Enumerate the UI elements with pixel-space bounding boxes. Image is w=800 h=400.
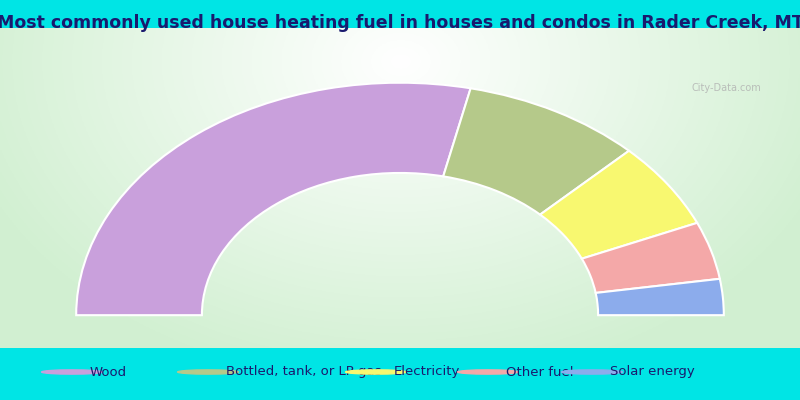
Text: Wood: Wood xyxy=(90,366,126,378)
Wedge shape xyxy=(596,279,724,315)
Circle shape xyxy=(458,370,518,374)
Wedge shape xyxy=(540,151,697,259)
Circle shape xyxy=(42,370,102,374)
Text: Electricity: Electricity xyxy=(394,366,460,378)
Text: Bottled, tank, or LP gas: Bottled, tank, or LP gas xyxy=(226,366,381,378)
Text: Solar energy: Solar energy xyxy=(610,366,694,378)
Text: City-Data.com: City-Data.com xyxy=(692,83,762,93)
Wedge shape xyxy=(582,223,720,293)
Wedge shape xyxy=(76,83,470,315)
Circle shape xyxy=(178,370,238,374)
Circle shape xyxy=(562,370,622,374)
Circle shape xyxy=(346,370,406,374)
Text: Other fuel: Other fuel xyxy=(506,366,573,378)
Text: Most commonly used house heating fuel in houses and condos in Rader Creek, MT: Most commonly used house heating fuel in… xyxy=(0,14,800,32)
Wedge shape xyxy=(443,88,629,215)
